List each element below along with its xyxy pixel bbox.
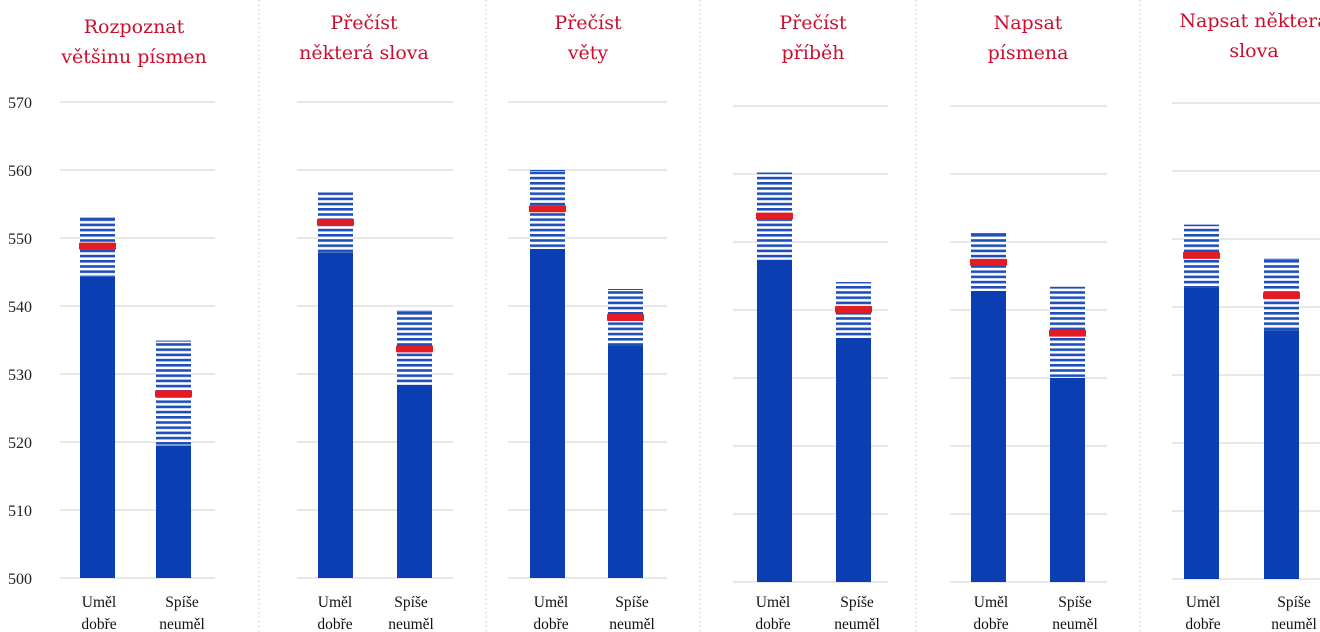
mean-marker — [317, 218, 354, 226]
category-label-line: Uměl — [1186, 594, 1220, 611]
y-tick-label: 540 — [8, 299, 32, 316]
bar — [757, 259, 792, 582]
mean-marker — [756, 212, 793, 220]
mean-marker — [529, 205, 566, 213]
bar — [608, 345, 643, 578]
bar — [397, 384, 432, 578]
bar — [156, 445, 191, 578]
mean-marker — [970, 258, 1007, 266]
y-tick-label: 530 — [8, 367, 32, 384]
mean-marker — [835, 305, 872, 313]
y-tick-label: 570 — [8, 95, 32, 112]
bar — [971, 290, 1006, 582]
category-label-line: Spíše — [1277, 594, 1311, 611]
panel-title-line: věty — [567, 42, 609, 64]
category-label-line: Uměl — [318, 594, 352, 611]
category-label-line: Spíše — [615, 594, 649, 611]
panel-title-line: některá slova — [299, 42, 429, 64]
category-label-line: dobře — [81, 616, 116, 632]
mean-marker — [1263, 291, 1300, 299]
category-label-line: neuměl — [159, 616, 205, 632]
category-label-line: neuměl — [388, 616, 434, 632]
bar — [1184, 287, 1219, 579]
category-label-line: dobře — [317, 616, 352, 632]
category-label-line: Spíše — [165, 594, 199, 611]
mean-marker — [79, 242, 116, 250]
mean-marker — [1049, 329, 1086, 337]
category-label-line: neuměl — [834, 616, 880, 632]
category-label-line: Spíše — [840, 594, 874, 611]
category-label-line: neuměl — [1271, 616, 1317, 632]
bar — [1264, 330, 1299, 579]
category-label-line: dobře — [973, 616, 1008, 632]
panel-title-line: písmena — [988, 42, 1069, 64]
mean-marker — [607, 314, 644, 322]
category-label-line: Uměl — [82, 594, 116, 611]
category-label-line: dobře — [533, 616, 568, 632]
category-label-line: Uměl — [756, 594, 790, 611]
panel-title-line: Napsat — [994, 12, 1063, 34]
y-tick-label: 500 — [8, 571, 32, 588]
panel-title-line: většinu písmen — [60, 46, 206, 68]
panel-title-line: Přečíst — [330, 12, 398, 34]
bar — [80, 276, 115, 578]
bar — [836, 337, 871, 582]
panel-title-line: Rozpoznat — [84, 16, 185, 38]
category-label-line: neuměl — [609, 616, 655, 632]
bar — [1050, 378, 1085, 582]
category-label-line: dobře — [1185, 616, 1220, 632]
panel-title-line: Přečíst — [779, 12, 847, 34]
y-tick-label: 560 — [8, 163, 32, 180]
mean-marker — [1183, 251, 1220, 259]
bar — [530, 248, 565, 578]
y-tick-label: 520 — [8, 435, 32, 452]
panel-title-line: Přečíst — [554, 12, 622, 34]
y-tick-label: 510 — [8, 503, 32, 520]
category-label-line: Spíše — [1058, 594, 1092, 611]
panel-title-line: příběh — [782, 42, 845, 64]
panel-title-line: slova — [1229, 40, 1278, 62]
bar — [318, 252, 353, 578]
category-label-line: Uměl — [974, 594, 1008, 611]
category-label-line: neuměl — [1052, 616, 1098, 632]
mean-marker — [396, 345, 433, 353]
y-tick-label: 550 — [8, 231, 32, 248]
category-label-line: Spíše — [394, 594, 428, 611]
panel-title-line: Napsat některá — [1179, 10, 1320, 32]
category-label-line: Uměl — [534, 594, 568, 611]
mean-marker — [155, 390, 192, 398]
category-label-line: dobře — [755, 616, 790, 632]
